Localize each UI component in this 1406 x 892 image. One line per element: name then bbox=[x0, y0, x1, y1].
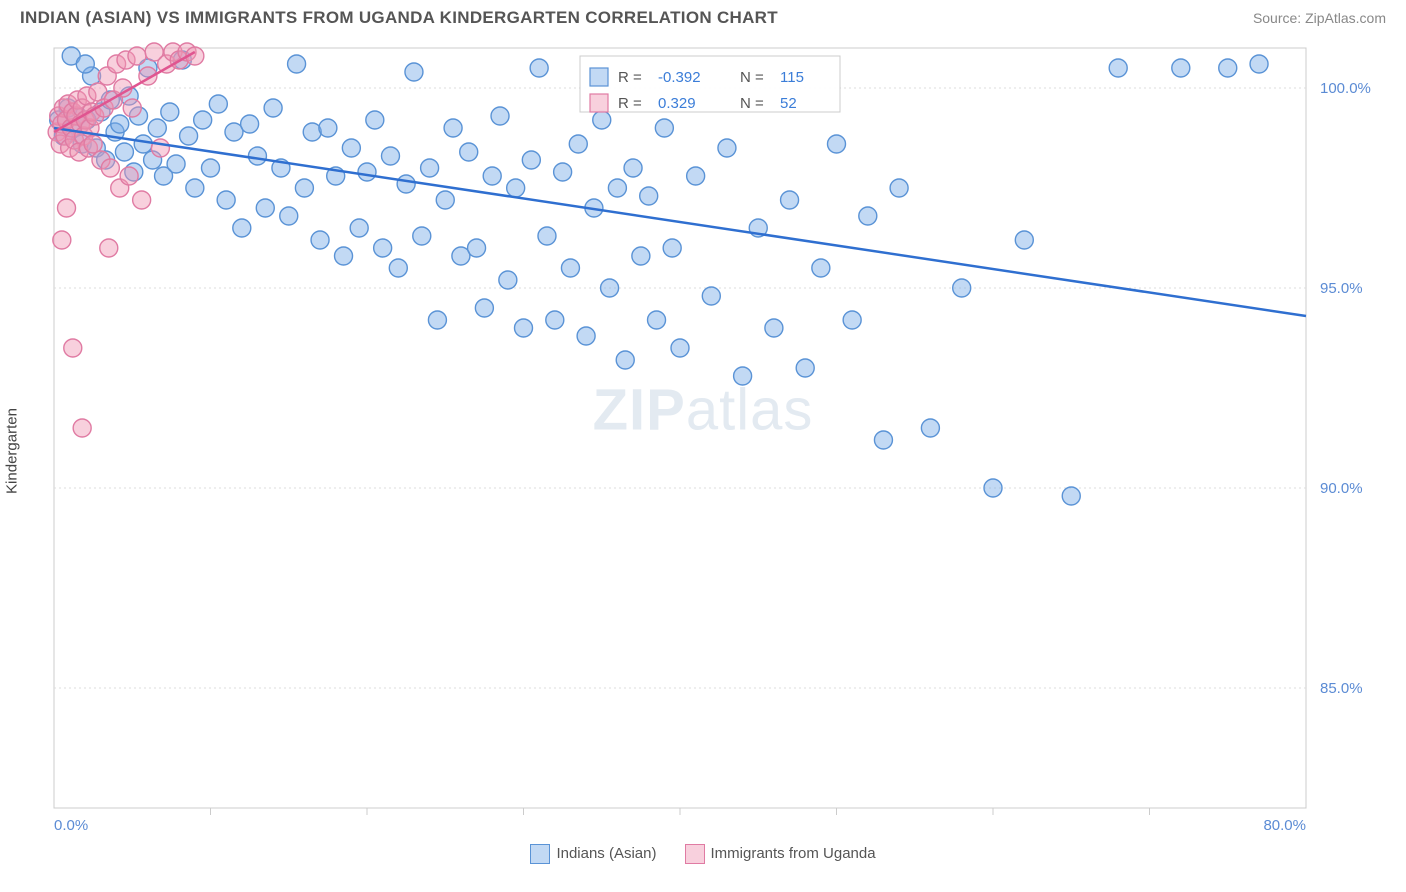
legend-label: Immigrants from Uganda bbox=[711, 845, 876, 862]
svg-text:52: 52 bbox=[780, 95, 797, 112]
svg-text:100.0%: 100.0% bbox=[1320, 80, 1371, 97]
scatter-chart: 85.0% 90.0% 95.0% 100.0% 0.0% 80.0% R = -0.392 N… bbox=[20, 38, 1386, 838]
svg-text:R =: R = bbox=[618, 95, 642, 112]
y-axis-label: Kindergarten bbox=[4, 408, 21, 494]
svg-text:R =: R = bbox=[618, 69, 642, 86]
svg-text:0.329: 0.329 bbox=[658, 95, 696, 112]
legend-label: Indians (Asian) bbox=[556, 845, 656, 862]
svg-text:115: 115 bbox=[780, 69, 804, 86]
chart-title: INDIAN (ASIAN) VS IMMIGRANTS FROM UGANDA… bbox=[20, 8, 778, 28]
chart-source: Source: ZipAtlas.com bbox=[1253, 10, 1386, 26]
svg-text:0.0%: 0.0% bbox=[54, 817, 88, 834]
chart-header: INDIAN (ASIAN) VS IMMIGRANTS FROM UGANDA… bbox=[0, 0, 1406, 32]
svg-text:85.0%: 85.0% bbox=[1320, 680, 1363, 697]
chart-container: Kindergarten ZIPatlas 85.0%90.0%95.0%100… bbox=[20, 38, 1386, 864]
svg-text:N =: N = bbox=[740, 69, 764, 86]
bottom-legend: Indians (Asian) Immigrants from Uganda bbox=[20, 844, 1386, 864]
svg-text:N =: N = bbox=[740, 95, 764, 112]
svg-text:95.0%: 95.0% bbox=[1320, 280, 1363, 297]
legend-item: Immigrants from Uganda bbox=[685, 844, 876, 864]
svg-text:90.0%: 90.0% bbox=[1320, 480, 1363, 497]
svg-text:80.0%: 80.0% bbox=[1263, 817, 1306, 834]
legend-swatch bbox=[530, 844, 550, 864]
legend-item: Indians (Asian) bbox=[530, 844, 656, 864]
legend-swatch bbox=[685, 844, 705, 864]
svg-text:-0.392: -0.392 bbox=[658, 69, 701, 86]
